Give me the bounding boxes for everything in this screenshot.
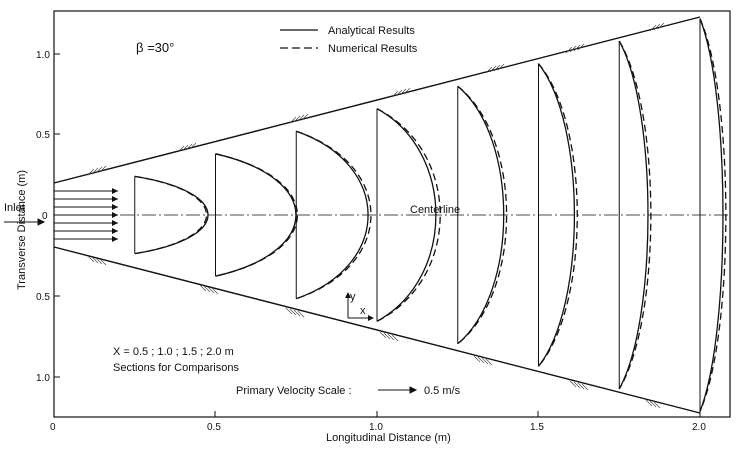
velocity-scale-label: Primary Velocity Scale : [236, 385, 352, 397]
analytical-profile [296, 130, 369, 300]
legend-analytical-label: Analytical Results [328, 25, 415, 37]
analytical-profile [537, 63, 575, 367]
y-tick-top-1: 1.0 [36, 50, 50, 61]
analytical-profile [618, 40, 649, 390]
lower-wall [53, 246, 701, 414]
y-tick-top-2: 0.5 [36, 130, 50, 141]
inlet-label: Inlet [4, 202, 25, 214]
local-x-label: x [360, 305, 366, 317]
sections-line-2: Sections for Comparisons [113, 362, 239, 374]
velocity-scale-value: 0.5 m/s [424, 385, 461, 397]
legend-numerical-label: Numerical Results [328, 43, 418, 55]
numerical-profile [699, 18, 727, 412]
inlet-arrow-icon [4, 218, 46, 226]
beta-label: β =30° [136, 40, 174, 55]
numerical-profile [457, 85, 508, 345]
y-axis: 1.0 0.5 0 0.5 1.0 Transverse Distance (m… [16, 50, 60, 384]
analytical-profile [376, 108, 437, 322]
y-tick-bottom-2: 1.0 [36, 373, 50, 384]
y-tick-zero: 0 [42, 211, 48, 222]
y-axis-label: Transverse Distance (m) [16, 170, 28, 290]
numerical-profile [296, 130, 372, 300]
velocity-scale-arrow [378, 386, 418, 394]
x-tick-0: 0 [50, 422, 56, 433]
x-tick-2-0: 2.0 [692, 422, 706, 433]
x-axis: 0 0.5 1.0 1.5 2.0 Longitudinal Distance … [50, 411, 706, 444]
numerical-profile [376, 108, 441, 322]
sections-line-1: X = 0.5 ; 1.0 ; 1.5 ; 2.0 m [113, 346, 234, 358]
inlet-arrows [54, 188, 118, 242]
upper-wall [53, 16, 701, 184]
section-lines [134, 18, 701, 412]
analytical-profile [699, 18, 724, 412]
x-tick-0-5: 0.5 [207, 422, 221, 433]
plot-frame [53, 10, 731, 418]
x-tick-1-0: 1.0 [369, 422, 383, 433]
y-tick-bottom-1: 0.5 [36, 292, 50, 303]
analytical-profile [134, 175, 209, 255]
x-tick-1-5: 1.5 [530, 422, 544, 433]
wall-hatching [87, 22, 665, 409]
numerical-profile [215, 153, 299, 277]
numerical-profile [618, 40, 652, 390]
velocity-profiles [134, 18, 727, 412]
x-axis-label: Longitudinal Distance (m) [326, 432, 451, 444]
local-axes: y x [345, 291, 374, 321]
centerline-label: Centerline [410, 204, 460, 216]
local-y-label: y [350, 291, 356, 303]
analytical-profile [457, 85, 505, 345]
legend: Analytical Results Numerical Results [280, 25, 418, 55]
numerical-profile [538, 63, 578, 367]
